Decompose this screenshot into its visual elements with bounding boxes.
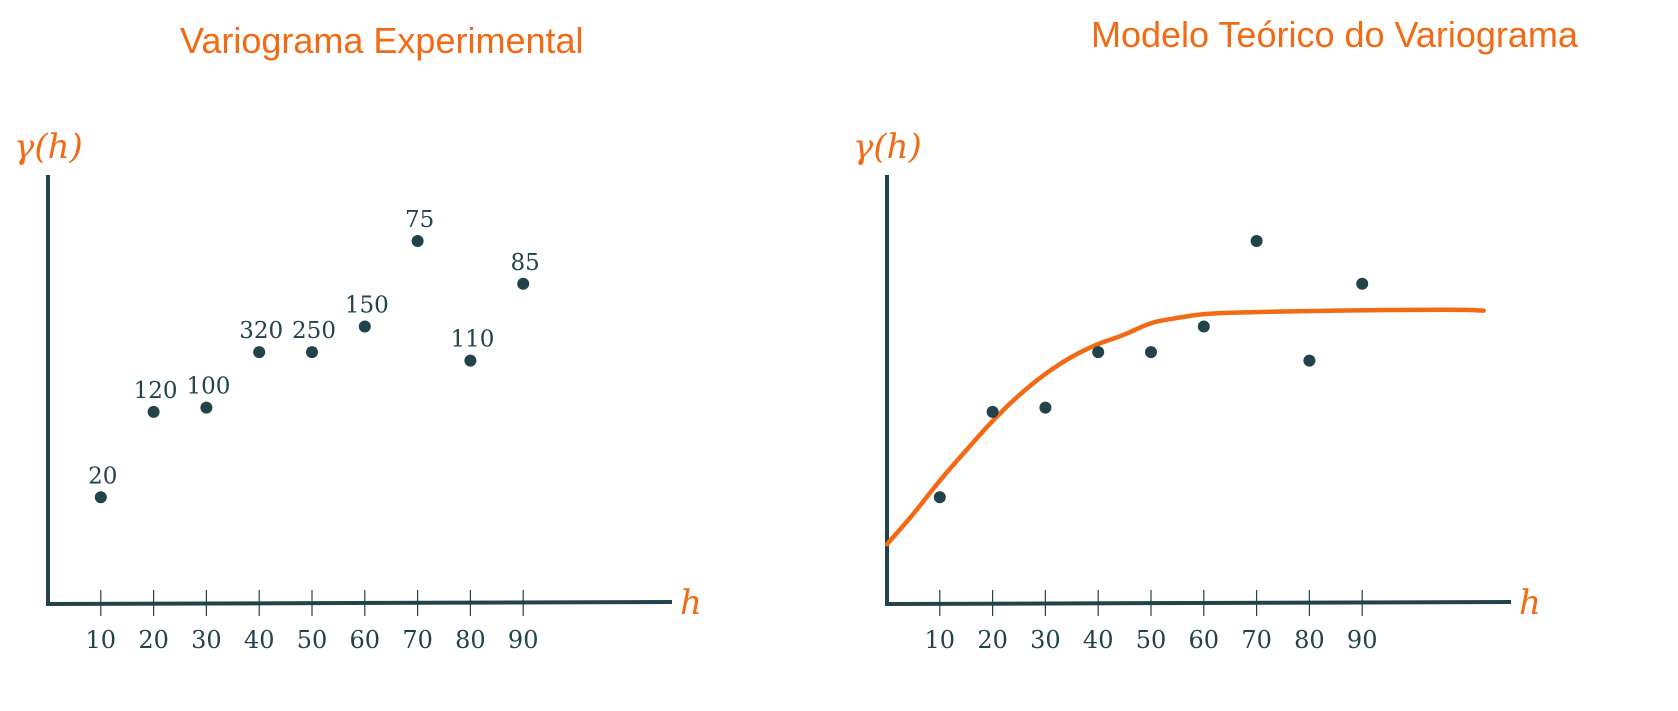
y-axis-label: γ(h)	[14, 127, 83, 167]
y-axis-label: γ(h)	[853, 127, 922, 167]
x-tick-label: 40	[244, 626, 275, 654]
x-tick-label: 90	[1347, 626, 1378, 654]
x-tick-label: 20	[977, 626, 1008, 654]
data-point	[1039, 401, 1052, 414]
data-point	[1092, 346, 1105, 359]
x-tick-label: 60	[1189, 626, 1220, 654]
theoretical-variogram-chart: γ(h) h 10 20 30 40 50 60 70 80 90	[853, 127, 1541, 654]
x-tick-label: 40	[1083, 626, 1114, 654]
x-tick-label: 80	[1294, 626, 1325, 654]
data-point	[358, 320, 371, 333]
x-tick-label: 30	[191, 626, 222, 654]
experimental-variogram-chart: γ(h) h 10 20 30 40 50 60 70 80 90 20 120 100 320 250 150…	[14, 127, 702, 654]
data-point	[306, 346, 318, 359]
data-point	[200, 401, 213, 414]
data-point	[1250, 235, 1263, 248]
model-curve	[884, 307, 1486, 547]
data-point	[517, 277, 530, 290]
x-tick-label: 50	[297, 626, 328, 654]
x-tick-label: 60	[350, 626, 381, 654]
data-point	[1356, 277, 1369, 290]
data-label: 110	[450, 327, 494, 353]
x-tick-label: 10	[925, 626, 956, 654]
x-axis	[884, 600, 1512, 606]
x-axis-label: h	[680, 583, 702, 623]
x-tick-label: 70	[402, 626, 433, 654]
data-point	[411, 235, 424, 248]
x-tick-label: 20	[138, 626, 169, 654]
x-axis-label: h	[1519, 583, 1541, 623]
theoretical-variogram-panel: Modelo Teórico do Variograma γ(h) h 10 20 30…	[839, 0, 1678, 711]
data-point	[1197, 320, 1210, 333]
chart-title: Variograma Experimental	[180, 20, 584, 61]
data-label: 120	[134, 378, 178, 404]
data-point	[94, 491, 107, 504]
data-label: 100	[186, 374, 230, 400]
x-tick-label: 30	[1030, 626, 1061, 654]
data-label: 150	[345, 292, 389, 318]
data-point	[933, 491, 946, 504]
chart-title: Modelo Teórico do Variograma	[1091, 14, 1578, 55]
data-point	[1303, 354, 1316, 367]
x-tick-label: 10	[86, 626, 117, 654]
data-point	[253, 346, 266, 359]
x-tick-label: 50	[1136, 626, 1167, 654]
x-tick-label: 70	[1241, 626, 1272, 654]
data-point	[147, 405, 160, 418]
x-tick-label: 90	[508, 626, 539, 654]
data-point	[986, 405, 999, 418]
data-label: 85	[511, 250, 540, 276]
data-label: 250	[292, 318, 336, 344]
data-point	[464, 354, 477, 367]
experimental-variogram-panel: Variograma Experimental γ(h) h 10 20 30 40 50 6…	[14, 20, 702, 654]
x-axis	[45, 600, 673, 606]
data-label: 75	[405, 207, 434, 233]
data-label: 320	[239, 318, 283, 344]
data-point	[1145, 346, 1157, 359]
data-label: 20	[88, 463, 117, 489]
x-tick-label: 80	[455, 626, 486, 654]
